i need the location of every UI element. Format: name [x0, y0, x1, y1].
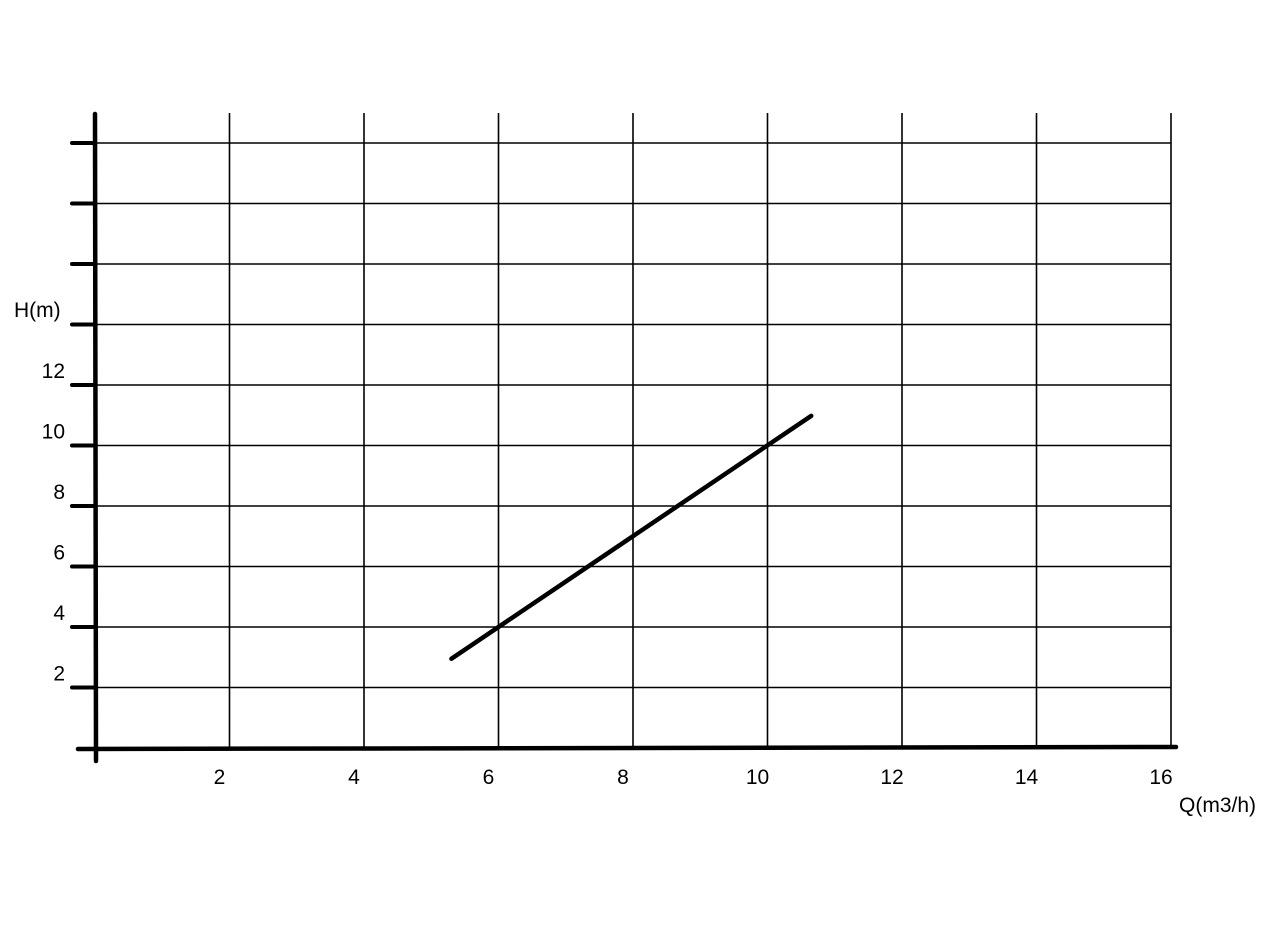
- y-tick-label: 12: [42, 360, 65, 383]
- x-tick-label: 12: [880, 766, 903, 789]
- series-line: [449, 413, 814, 662]
- x-tick-label: 4: [348, 766, 360, 789]
- series: [449, 413, 814, 662]
- y-tick-label: 10: [42, 421, 65, 444]
- x-tick-label: 16: [1149, 766, 1172, 789]
- x-tick-label: 10: [746, 766, 769, 789]
- x-tick-label: 14: [1015, 766, 1039, 789]
- y-axis-label: H(m): [14, 299, 61, 322]
- y-tick-label: 6: [53, 542, 65, 565]
- x-axis-label: Q(m3/h): [1179, 794, 1256, 817]
- x-tick-label: 8: [617, 766, 629, 789]
- axes: [70, 111, 1179, 764]
- grid: [95, 113, 1172, 748]
- y-tick-label: 2: [53, 663, 65, 686]
- x-tick-label: 2: [214, 766, 226, 789]
- y-tick-label: 4: [53, 602, 65, 625]
- y-tick-label: 8: [53, 481, 65, 504]
- tick-labels: 2 4 6 8 10 12 14 16 2 4 6 8 10 12: [42, 360, 1173, 789]
- x-axis-line: [75, 744, 1179, 752]
- y-axis-line: [92, 111, 99, 764]
- x-tick-label: 6: [483, 766, 495, 789]
